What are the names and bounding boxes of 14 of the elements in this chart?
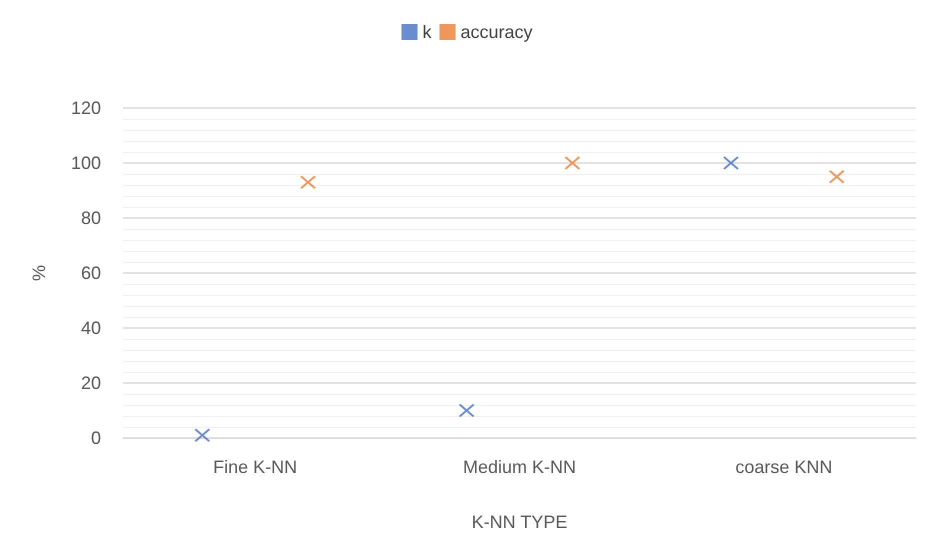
y-tick-label: 40: [80, 318, 101, 338]
x-axis-title: K-NN TYPE: [472, 512, 568, 532]
y-tick-label: 100: [70, 153, 101, 173]
x-tick-label: Fine K-NN: [213, 457, 298, 477]
y-axis-title: %: [29, 264, 49, 282]
x-tick-label: Medium K-NN: [462, 457, 576, 477]
legend-label: k: [422, 22, 432, 42]
x-tick-label: coarse KNN: [735, 457, 832, 477]
y-tick-label: 80: [80, 208, 101, 228]
y-tick-label: 20: [80, 373, 101, 393]
legend-label: accuracy: [460, 22, 533, 42]
y-tick-label: 120: [70, 98, 101, 118]
y-tick-label: 0: [90, 428, 101, 448]
y-tick-label: 60: [80, 263, 101, 283]
